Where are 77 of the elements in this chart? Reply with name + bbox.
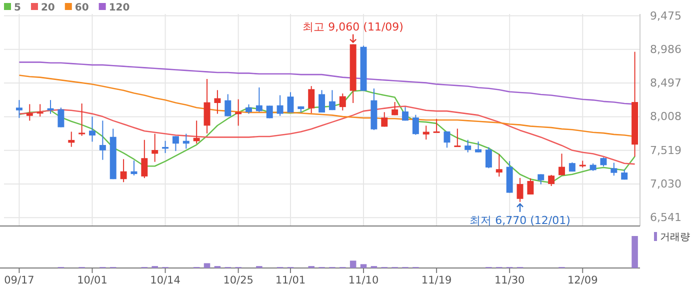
y-tick-label: 8,008	[650, 110, 682, 124]
x-tick-label: 11/30	[494, 274, 525, 286]
legend-label: 60	[74, 2, 89, 14]
candlestick	[328, 90, 336, 111]
y-tick-label: 6,541	[650, 211, 682, 224]
candlestick	[339, 93, 346, 111]
candlestick	[610, 162, 618, 176]
candlestick	[120, 158, 127, 183]
candlestick	[78, 102, 86, 136]
candlestick	[68, 131, 75, 148]
candlestick	[26, 104, 33, 122]
candlestick	[444, 130, 450, 148]
candlestick	[204, 78, 210, 134]
bar	[360, 264, 367, 268]
y-tick-label: 7,519	[650, 144, 682, 157]
x-tick-label: 10/14	[150, 274, 181, 286]
candlestick	[246, 104, 252, 114]
annotation: 최저 6,770 (12/01)	[470, 214, 570, 227]
legend-label: 20	[40, 2, 55, 14]
y-tick-label: 7,030	[650, 178, 682, 191]
candlestick	[276, 94, 284, 116]
candlestick	[16, 100, 22, 118]
candlestick	[58, 107, 64, 128]
candlestick	[130, 160, 138, 176]
bar	[350, 260, 356, 268]
x-tick-label: 09/17	[4, 274, 34, 286]
candlestick	[36, 104, 44, 118]
y-tick-label: 8,497	[650, 76, 682, 90]
candlestick	[558, 153, 565, 176]
candlestick	[214, 90, 221, 114]
legend-label: 거래량	[660, 232, 690, 243]
candlestick	[402, 106, 408, 122]
candlestick	[47, 100, 54, 114]
legend-label: 5	[14, 2, 21, 14]
candlestick	[412, 114, 419, 136]
candlestick	[99, 120, 106, 160]
candlestick	[422, 125, 430, 140]
y-tick-label: 9,475	[650, 9, 682, 22]
candlestick	[141, 139, 148, 179]
candlestick	[454, 128, 461, 148]
candlestick	[485, 146, 492, 169]
bar	[204, 263, 210, 268]
candlestick	[600, 156, 607, 167]
candlestick	[548, 174, 555, 187]
x-tick-label: 10/01	[77, 274, 108, 286]
bar	[632, 236, 638, 268]
x-tick-label: 12/09	[567, 274, 598, 286]
candlestick	[516, 177, 524, 202]
candlestick	[318, 90, 326, 113]
candlestick	[308, 86, 315, 114]
candlestick	[527, 178, 534, 195]
candlestick	[152, 133, 158, 162]
line-series	[18, 90, 636, 184]
x-tick-label: 11/19	[421, 274, 452, 286]
candlestick	[475, 141, 482, 153]
candlestick	[89, 116, 96, 142]
candlestick	[256, 86, 262, 113]
legend-label: 120	[108, 2, 130, 14]
candlestick	[172, 136, 179, 152]
candlestick	[496, 154, 502, 178]
annotation: 최고 9,060 (11/09)	[302, 20, 404, 34]
candlestick	[193, 120, 200, 144]
candlestick	[381, 112, 388, 128]
candlestick	[287, 92, 294, 113]
x-tick-label: 10/25	[223, 274, 254, 286]
line-series	[18, 106, 636, 165]
x-tick-label: 11/01	[275, 274, 306, 286]
candlestick	[464, 139, 472, 153]
candlestick	[182, 133, 190, 150]
candlestick	[235, 98, 242, 126]
candlestick	[433, 118, 440, 133]
x-tick-label: 11/10	[348, 274, 379, 286]
candlestick	[392, 101, 398, 116]
y-tick-label: 8,986	[650, 42, 682, 56]
candlestick	[538, 174, 544, 185]
candlestick	[266, 105, 273, 119]
candlestick	[224, 94, 232, 117]
